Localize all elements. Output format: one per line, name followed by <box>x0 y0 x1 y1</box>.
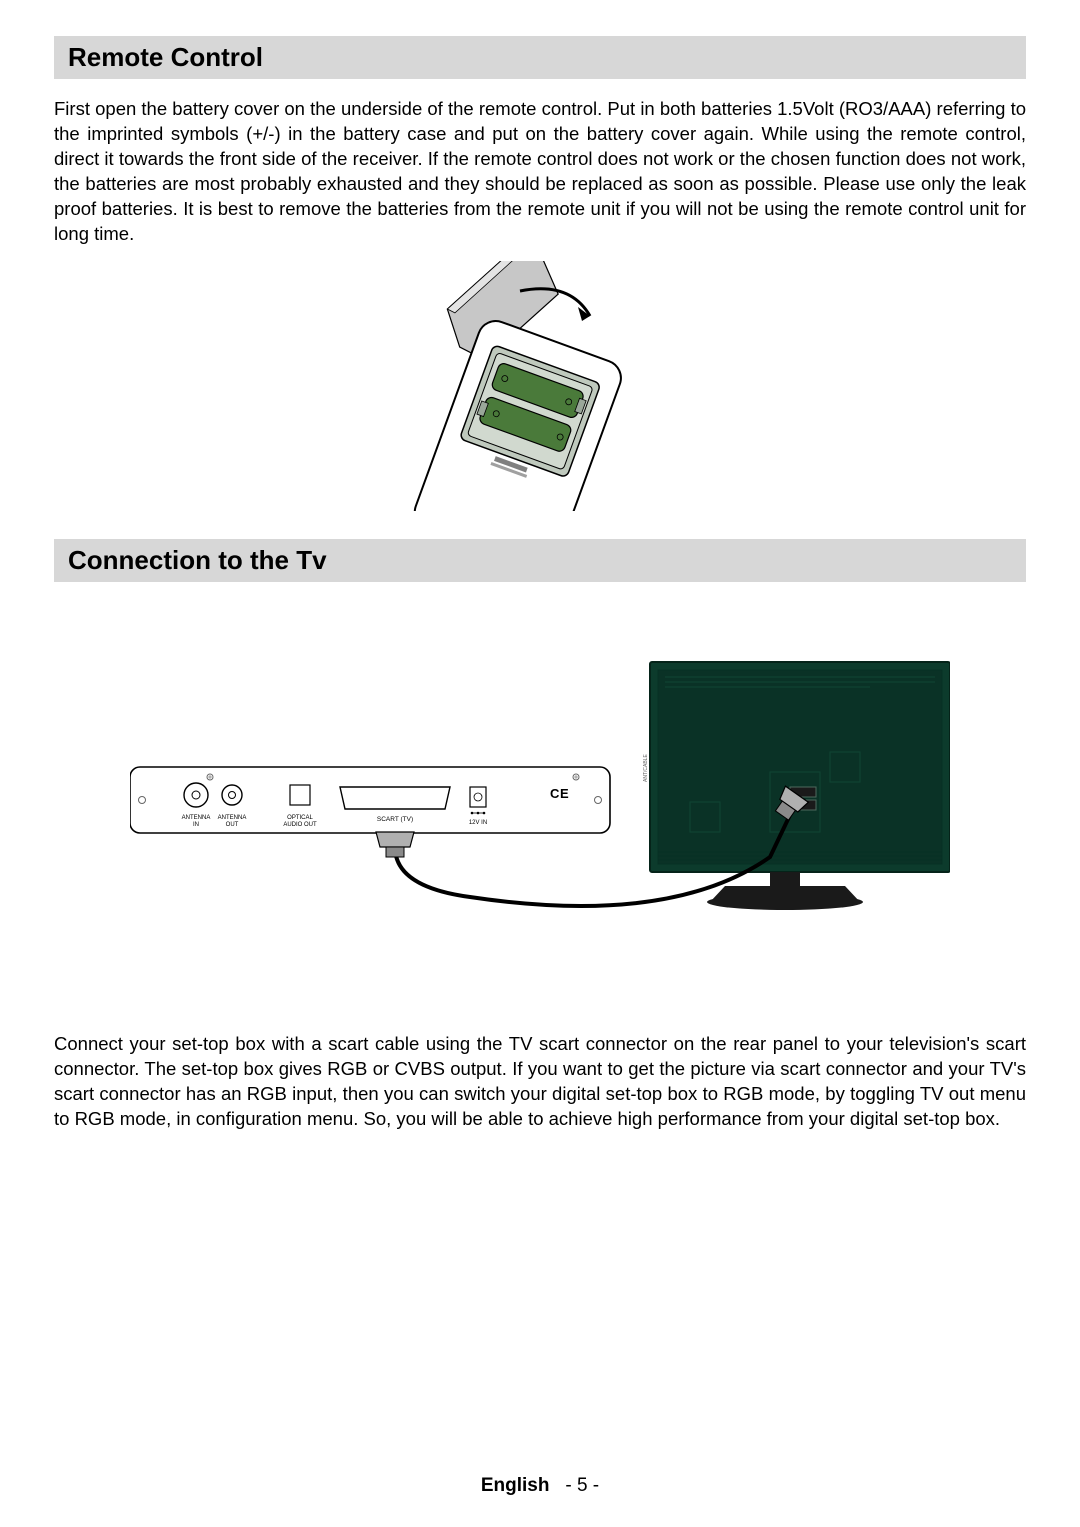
tv-connection-figure: ANT/CABLE ANTENNA IN ANTENNA OUT <box>54 632 1026 952</box>
remote-body-text: First open the battery cover on the unde… <box>54 97 1026 247</box>
footer-page-number: 5 <box>577 1475 588 1496</box>
footer-page-prefix: - <box>565 1475 577 1496</box>
svg-text:ANTENNA: ANTENNA <box>218 815 247 821</box>
svg-text:12V IN: 12V IN <box>469 820 487 826</box>
remote-battery-figure <box>54 261 1026 511</box>
page-footer: English - 5 - <box>0 1475 1080 1497</box>
svg-text:IN: IN <box>193 822 199 828</box>
svg-text:ANTENNA: ANTENNA <box>182 815 211 821</box>
svg-text:E: E <box>560 786 569 801</box>
footer-language: English <box>481 1475 550 1496</box>
section-title-tv: Connection to the Tv <box>54 539 1026 582</box>
section-title-remote: Remote Control <box>54 36 1026 79</box>
footer-page-suffix: - <box>588 1475 600 1496</box>
tv-body-text: Connect your set-top box with a scart ca… <box>54 1032 1026 1132</box>
svg-text:SCART (TV): SCART (TV) <box>377 816 413 823</box>
svg-text:OUT: OUT <box>226 822 239 828</box>
svg-text:AUDIO OUT: AUDIO OUT <box>283 822 317 828</box>
svg-text:OPTICAL: OPTICAL <box>287 815 313 821</box>
svg-text:ANT/CABLE: ANT/CABLE <box>643 753 649 781</box>
